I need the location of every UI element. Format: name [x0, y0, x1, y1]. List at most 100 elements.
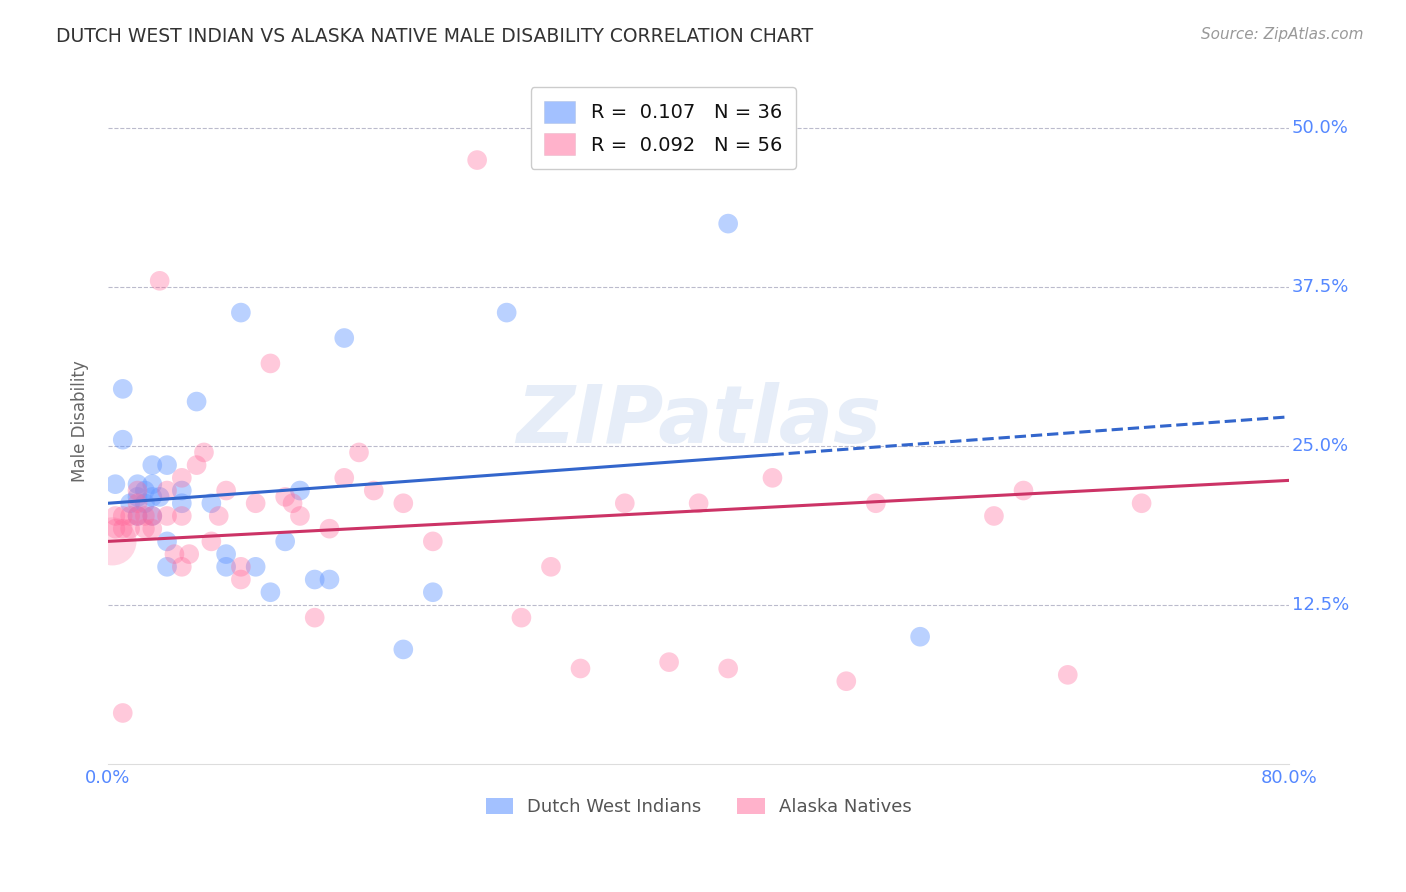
- Text: 12.5%: 12.5%: [1292, 596, 1348, 614]
- Point: [540, 559, 562, 574]
- Text: 25.0%: 25.0%: [1292, 437, 1348, 455]
- Point: [186, 394, 208, 409]
- Point: [215, 483, 238, 498]
- Point: [569, 661, 592, 675]
- Point: [141, 508, 163, 523]
- Point: [141, 508, 163, 523]
- Point: [465, 153, 488, 167]
- Point: [717, 217, 740, 231]
- Point: [111, 433, 134, 447]
- Point: [127, 490, 149, 504]
- Point: [104, 477, 127, 491]
- Point: [193, 445, 215, 459]
- Point: [304, 573, 326, 587]
- Point: [156, 534, 179, 549]
- Point: [1130, 496, 1153, 510]
- Text: DUTCH WEST INDIAN VS ALASKA NATIVE MALE DISABILITY CORRELATION CHART: DUTCH WEST INDIAN VS ALASKA NATIVE MALE …: [56, 27, 813, 45]
- Point: [200, 534, 222, 549]
- Point: [149, 490, 172, 504]
- Point: [156, 483, 179, 498]
- Point: [141, 522, 163, 536]
- Point: [120, 508, 142, 523]
- Point: [333, 331, 356, 345]
- Point: [281, 496, 304, 510]
- Point: [127, 483, 149, 498]
- Point: [983, 508, 1005, 523]
- Point: [120, 522, 142, 536]
- Point: [179, 547, 201, 561]
- Point: [304, 610, 326, 624]
- Point: [127, 508, 149, 523]
- Point: [149, 274, 172, 288]
- Point: [288, 508, 311, 523]
- Point: [215, 559, 238, 574]
- Point: [245, 559, 267, 574]
- Point: [127, 477, 149, 491]
- Point: [170, 471, 193, 485]
- Point: [156, 458, 179, 472]
- Point: [422, 585, 444, 599]
- Point: [134, 483, 156, 498]
- Point: [111, 522, 134, 536]
- Point: [111, 706, 134, 720]
- Point: [141, 490, 163, 504]
- Point: [245, 496, 267, 510]
- Point: [200, 496, 222, 510]
- Point: [170, 508, 193, 523]
- Point: [104, 522, 127, 536]
- Point: [318, 573, 340, 587]
- Point: [156, 508, 179, 523]
- Point: [163, 547, 186, 561]
- Point: [134, 508, 156, 523]
- Point: [120, 496, 142, 510]
- Point: [510, 610, 533, 624]
- Point: [658, 655, 681, 669]
- Text: 37.5%: 37.5%: [1292, 278, 1348, 296]
- Point: [333, 471, 356, 485]
- Point: [688, 496, 710, 510]
- Point: [717, 661, 740, 675]
- Text: ZIPatlas: ZIPatlas: [516, 382, 882, 459]
- Point: [134, 522, 156, 536]
- Point: [288, 483, 311, 498]
- Text: 50.0%: 50.0%: [1292, 120, 1348, 137]
- Point: [141, 477, 163, 491]
- Point: [156, 559, 179, 574]
- Point: [186, 458, 208, 472]
- Text: Source: ZipAtlas.com: Source: ZipAtlas.com: [1201, 27, 1364, 42]
- Point: [495, 305, 517, 319]
- Point: [422, 534, 444, 549]
- Point: [347, 445, 370, 459]
- Point: [1012, 483, 1035, 498]
- Point: [111, 382, 134, 396]
- Point: [274, 490, 297, 504]
- Point: [215, 547, 238, 561]
- Point: [127, 496, 149, 510]
- Point: [127, 508, 149, 523]
- Point: [134, 496, 156, 510]
- Point: [363, 483, 385, 498]
- Y-axis label: Male Disability: Male Disability: [72, 359, 89, 482]
- Point: [111, 508, 134, 523]
- Point: [865, 496, 887, 510]
- Point: [229, 305, 252, 319]
- Point: [141, 458, 163, 472]
- Point: [101, 534, 124, 549]
- Point: [259, 356, 281, 370]
- Point: [259, 585, 281, 599]
- Point: [908, 630, 931, 644]
- Point: [318, 522, 340, 536]
- Point: [229, 573, 252, 587]
- Point: [229, 559, 252, 574]
- Point: [170, 559, 193, 574]
- Point: [761, 471, 783, 485]
- Point: [274, 534, 297, 549]
- Point: [208, 508, 231, 523]
- Point: [170, 483, 193, 498]
- Point: [1056, 668, 1078, 682]
- Legend: Dutch West Indians, Alaska Natives: Dutch West Indians, Alaska Natives: [478, 790, 920, 823]
- Point: [392, 642, 415, 657]
- Point: [392, 496, 415, 510]
- Point: [613, 496, 636, 510]
- Point: [170, 496, 193, 510]
